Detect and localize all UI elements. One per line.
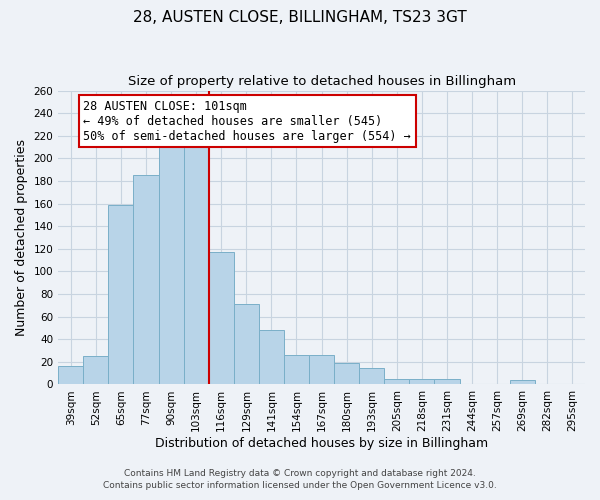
Bar xyxy=(209,252,234,384)
Bar xyxy=(359,368,385,384)
Text: Contains HM Land Registry data © Crown copyright and database right 2024.
Contai: Contains HM Land Registry data © Crown c… xyxy=(103,468,497,490)
Bar xyxy=(409,379,434,384)
Bar xyxy=(434,379,460,384)
Bar xyxy=(510,380,535,384)
Bar xyxy=(83,356,109,384)
Bar xyxy=(109,204,133,384)
Bar xyxy=(309,355,334,384)
Title: Size of property relative to detached houses in Billingham: Size of property relative to detached ho… xyxy=(128,75,515,88)
Bar xyxy=(259,330,284,384)
Bar xyxy=(334,363,359,384)
Bar xyxy=(284,355,309,384)
Bar xyxy=(133,176,158,384)
Text: 28, AUSTEN CLOSE, BILLINGHAM, TS23 3GT: 28, AUSTEN CLOSE, BILLINGHAM, TS23 3GT xyxy=(133,10,467,25)
Bar xyxy=(58,366,83,384)
Text: 28 AUSTEN CLOSE: 101sqm
← 49% of detached houses are smaller (545)
50% of semi-d: 28 AUSTEN CLOSE: 101sqm ← 49% of detache… xyxy=(83,100,411,142)
Y-axis label: Number of detached properties: Number of detached properties xyxy=(15,139,28,336)
Bar xyxy=(234,304,259,384)
X-axis label: Distribution of detached houses by size in Billingham: Distribution of detached houses by size … xyxy=(155,437,488,450)
Bar xyxy=(184,138,209,384)
Bar xyxy=(158,147,184,384)
Bar xyxy=(385,379,409,384)
